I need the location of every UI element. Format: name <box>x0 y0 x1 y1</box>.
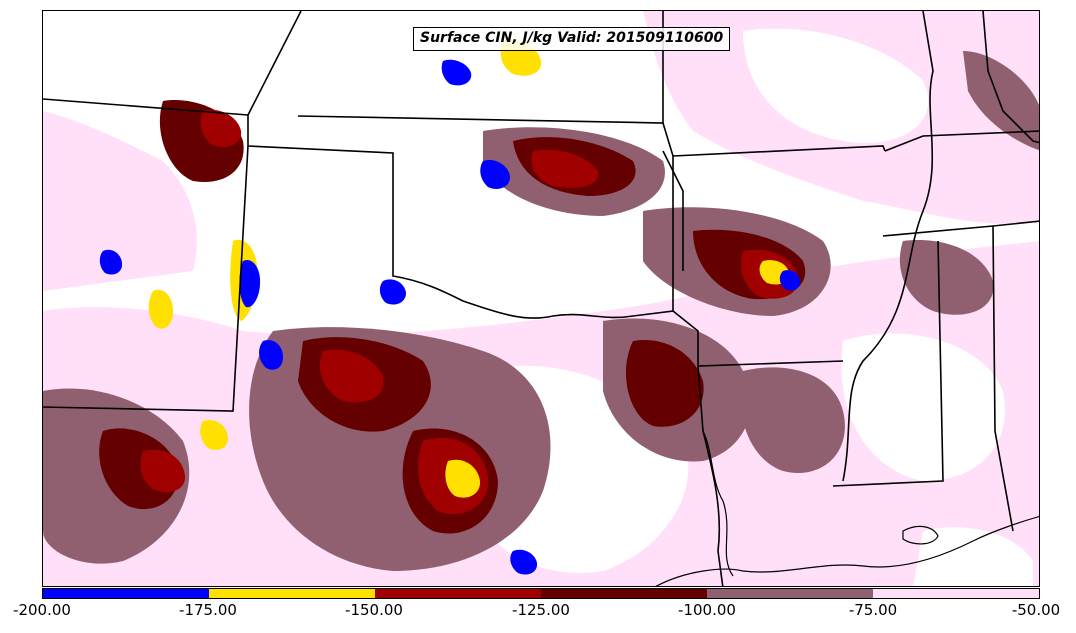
colorbar-segment-4 <box>541 589 707 598</box>
colorbar-tick-label: -75.00 <box>848 601 898 619</box>
colorbar-tick-label: -50.00 <box>1011 601 1061 619</box>
map-title: Surface CIN, J/kg Valid: 201509110600 <box>413 27 731 51</box>
map-panel: Surface CIN, J/kg Valid: 201509110600 <box>42 10 1040 587</box>
colorbar-segment-6 <box>873 589 1039 598</box>
cin-field-blue <box>99 59 801 575</box>
colorbar-tick-label: -150.00 <box>345 601 403 619</box>
colorbar-segment-1 <box>43 589 209 598</box>
colorbar-segment-5 <box>707 589 873 598</box>
colorbar-tick-label: -100.00 <box>678 601 736 619</box>
colorbar-tick-label: -200.00 <box>13 601 71 619</box>
coastline <box>655 430 1039 586</box>
colorbar-labels: -200.00 -175.00 -150.00 -125.00 -100.00 … <box>0 601 1076 625</box>
colorbar <box>42 588 1040 599</box>
colorbar-segment-2 <box>209 589 375 598</box>
colorbar-segment-3 <box>375 589 541 598</box>
cin-map <box>43 11 1039 586</box>
colorbar-tick-label: -125.00 <box>512 601 570 619</box>
colorbar-tick-label: -175.00 <box>179 601 237 619</box>
